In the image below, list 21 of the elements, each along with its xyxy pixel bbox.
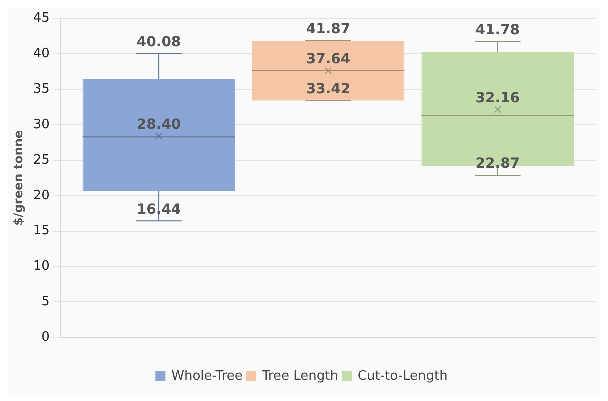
- y-tick-label: 10: [33, 259, 50, 274]
- annotation: 32.16: [476, 90, 520, 106]
- y-tick-label: 15: [33, 224, 50, 239]
- annotation: 41.87: [306, 22, 351, 38]
- annotation: 33.42: [306, 81, 351, 98]
- y-tick-label: 35: [33, 82, 50, 98]
- legend-label: Whole-Tree: [172, 368, 243, 384]
- annotation: 41.78: [476, 22, 520, 38]
- y-tick-label: 0: [42, 330, 50, 345]
- annotation: 40.08: [136, 34, 182, 50]
- y-tick-label: 20: [33, 188, 50, 204]
- legend-label: Cut-to-Length: [358, 368, 448, 384]
- y-tick-label: 5: [42, 294, 50, 310]
- annotation: 28.40: [136, 117, 182, 134]
- legend-label: Tree Length: [261, 368, 338, 384]
- annotation: 37.64: [306, 52, 351, 68]
- y-tick-label: 45: [33, 11, 50, 26]
- y-tick-label: 30: [33, 117, 50, 132]
- y-axis-title: $/green tonne: [11, 130, 26, 226]
- y-tick-label: 40: [33, 46, 50, 62]
- y-tick-label: 25: [33, 152, 50, 168]
